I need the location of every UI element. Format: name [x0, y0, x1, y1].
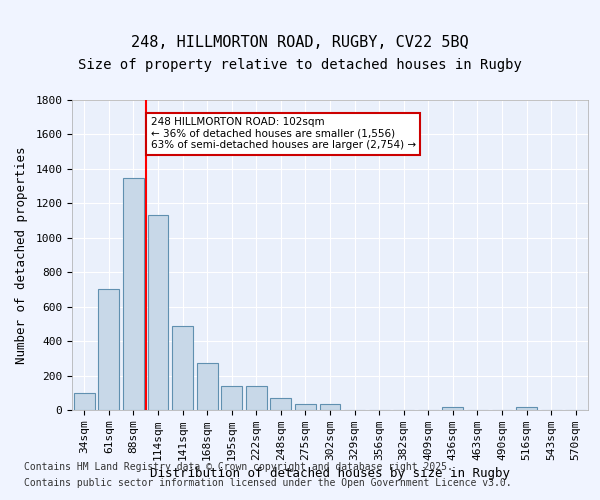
- Bar: [271, 398, 292, 410]
- Bar: [516, 406, 537, 410]
- Bar: [320, 404, 340, 410]
- Bar: [295, 404, 316, 410]
- Bar: [221, 386, 242, 410]
- Y-axis label: Number of detached properties: Number of detached properties: [16, 146, 28, 364]
- Bar: [123, 178, 144, 410]
- Text: Size of property relative to detached houses in Rugby: Size of property relative to detached ho…: [78, 58, 522, 71]
- X-axis label: Distribution of detached houses by size in Rugby: Distribution of detached houses by size …: [150, 467, 510, 480]
- Text: Contains HM Land Registry data © Crown copyright and database right 2025.: Contains HM Land Registry data © Crown c…: [24, 462, 453, 472]
- Text: Contains public sector information licensed under the Open Government Licence v3: Contains public sector information licen…: [24, 478, 512, 488]
- Bar: [74, 393, 95, 410]
- Bar: [98, 290, 119, 410]
- Bar: [246, 386, 267, 410]
- Bar: [442, 408, 463, 410]
- Text: 248 HILLMORTON ROAD: 102sqm
← 36% of detached houses are smaller (1,556)
63% of : 248 HILLMORTON ROAD: 102sqm ← 36% of det…: [151, 117, 416, 150]
- Bar: [148, 216, 169, 410]
- Bar: [172, 326, 193, 410]
- Text: 248, HILLMORTON ROAD, RUGBY, CV22 5BQ: 248, HILLMORTON ROAD, RUGBY, CV22 5BQ: [131, 35, 469, 50]
- Bar: [197, 362, 218, 410]
